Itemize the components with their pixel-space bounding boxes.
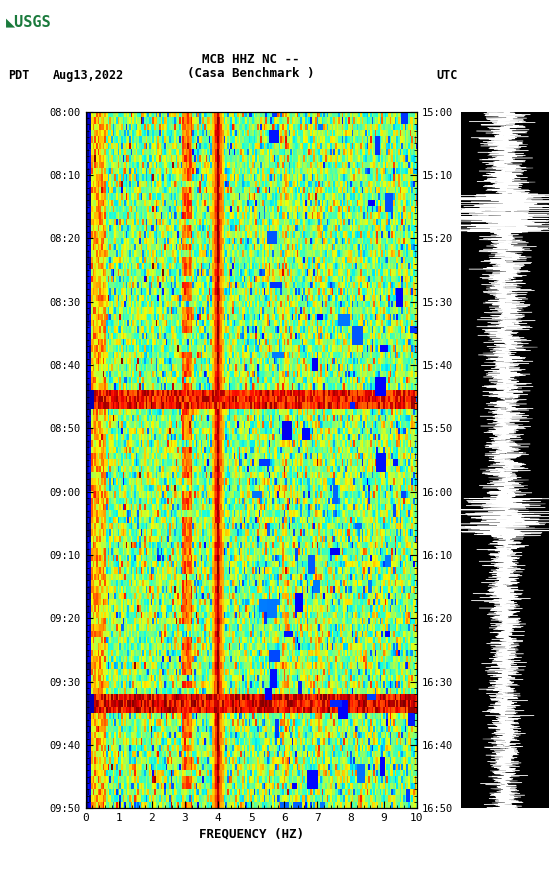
Text: Aug13,2022: Aug13,2022 <box>52 70 124 82</box>
Text: (Casa Benchmark ): (Casa Benchmark ) <box>188 67 315 79</box>
Text: ◣USGS: ◣USGS <box>6 14 51 29</box>
X-axis label: FREQUENCY (HZ): FREQUENCY (HZ) <box>199 827 304 840</box>
Text: PDT: PDT <box>8 70 30 82</box>
Text: MCB HHZ NC --: MCB HHZ NC -- <box>203 54 300 66</box>
Text: UTC: UTC <box>436 70 458 82</box>
